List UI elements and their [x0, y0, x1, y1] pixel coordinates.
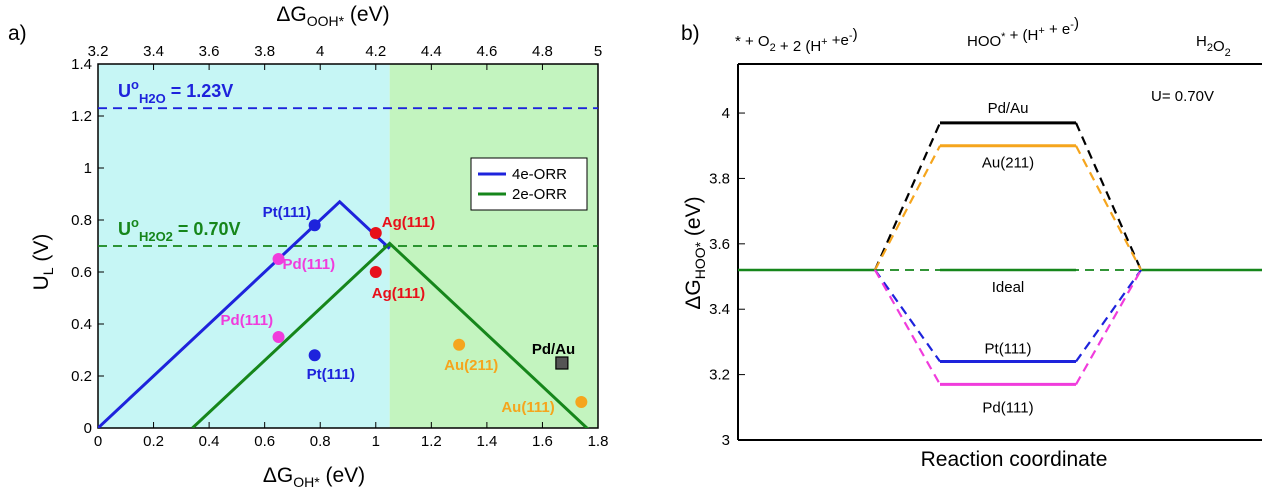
x-tick-label: 0.8: [310, 433, 331, 450]
top-tick-label: 3.2: [88, 43, 109, 60]
path-dash-out: [1075, 269, 1142, 385]
top-tick-label: 3.8: [254, 43, 275, 60]
data-point: [308, 219, 321, 232]
y-tick-label-b: 3: [722, 432, 730, 449]
x-tick-label: 1.6: [532, 433, 553, 450]
path-dash-in: [874, 269, 941, 363]
y-axis-label: UL (V): [30, 234, 56, 291]
x-axis-label-b: Reaction coordinate: [921, 448, 1108, 471]
path-dash-out: [1075, 145, 1142, 271]
y-axis-label-b: ΔGHOO* (eV): [682, 196, 708, 309]
data-point: [272, 253, 285, 265]
reference-label: UoH2O = 1.23V: [118, 77, 233, 106]
reference-label: UoH2O2 = 0.70V: [118, 215, 240, 244]
axes-frame-b: [737, 63, 1262, 441]
y-axis-ticks: 0 0.2 0.4 0.6 0.8 1 1.2 1.4: [71, 56, 104, 437]
point-label: Pt(111): [307, 366, 355, 383]
point-label: Au(111): [501, 399, 554, 416]
x-tick-label: 1.2: [421, 433, 442, 450]
y-axis-ticks-b: 3 3.2 3.4 3.6 3.8 4: [709, 105, 745, 449]
state-header: * + O2 + 2 (H+ +e-): [735, 26, 858, 55]
y-tick-label: 0.2: [71, 368, 92, 385]
path-label: Pd(111): [982, 399, 1033, 416]
state-header: H2O2: [1196, 33, 1231, 59]
panel-b-label: b): [681, 22, 700, 45]
point-label: Pt(111): [263, 204, 311, 221]
x-tick-label: 1.8: [588, 433, 609, 450]
data-point: [369, 227, 382, 239]
y-tick-label: 1.4: [71, 56, 92, 73]
y-tick-label: 0.4: [71, 316, 92, 333]
legend-box: [470, 157, 588, 211]
data-point: [575, 396, 588, 408]
top-axis-label: ΔGOOH* (eV): [276, 3, 389, 29]
point-label: Au(211): [444, 357, 498, 374]
path-label: Ideal: [992, 279, 1025, 296]
legend-entry: 4e-ORR: [512, 166, 567, 183]
path-label: Au(211): [982, 155, 1034, 172]
x-tick-label: 1.4: [476, 433, 497, 450]
path-labels: Pd/Au Au(211) Ideal Pt(111) Pd(111): [982, 100, 1034, 417]
legend-entry: 2e-ORR: [512, 186, 567, 203]
x-axis-label: ΔGOH* (eV): [263, 464, 365, 488]
data-point: [369, 266, 382, 278]
top-tick-label: 3.6: [199, 43, 220, 60]
point-label: Ag(111): [372, 285, 425, 302]
energy-paths: [738, 121, 1262, 386]
top-tick-label: 5: [594, 43, 602, 60]
data-point: [308, 349, 321, 362]
x-tick-label: 0.6: [254, 433, 275, 450]
top-tick-label: 3.4: [143, 43, 164, 60]
point-label: Ag(111): [382, 214, 435, 231]
path-dash-in: [874, 269, 941, 385]
path-label: Pt(111): [985, 341, 1032, 358]
x-axis-ticks: 0 0.2 0.4 0.6 0.8 1 1.2 1.4 1.6 1.8: [94, 422, 609, 450]
point-label: Pd(111): [283, 256, 336, 273]
top-axis-ticks: 3.2 3.4 3.6 3.8 4 4.2 4.4 4.6 4.8 5: [88, 43, 602, 70]
top-tick-label: 4.6: [476, 43, 497, 60]
y-tick-label: 1: [84, 160, 92, 177]
x-tick-label: 0.4: [199, 433, 220, 450]
top-tick-label: 4.4: [421, 43, 442, 60]
y-tick-label-b: 4: [722, 105, 730, 122]
y-tick-label-b: 3.8: [709, 170, 730, 187]
panel-a-label: a): [8, 22, 27, 45]
path-label: Pd/Au: [988, 100, 1029, 117]
data-point-square: [555, 356, 569, 370]
point-label: Pd/Au: [532, 341, 575, 358]
y-tick-label: 0: [84, 420, 92, 437]
path-dash-out: [1074, 122, 1143, 271]
x-tick-label: 0: [94, 433, 102, 450]
panel-b-chart: b) * + O2 + 2 (H+ +e-) HOO* + (H+ + e-) H2…: [681, 15, 1262, 471]
y-tick-label: 0.6: [71, 264, 92, 281]
legend: 4e-ORR 2e-ORR: [470, 157, 588, 211]
top-tick-label: 4.8: [532, 43, 553, 60]
path-dash-in: [873, 122, 942, 271]
top-tick-label: 4.2: [365, 43, 386, 60]
state-headers: * + O2 + 2 (H+ +e-) HOO* + (H+ + e-) H2O2: [735, 15, 1231, 59]
top-tick-label: 4: [316, 43, 324, 60]
data-points: Pt(111) Pt(111) Pd(111) Pd(111) Ag(111) Ag(11…: [221, 204, 588, 416]
y-tick-label-b: 3.2: [709, 367, 730, 384]
path-dash-out: [1075, 269, 1142, 363]
y-tick-label-b: 3.6: [709, 236, 730, 253]
y-tick-label-b: 3.4: [709, 301, 730, 318]
reference-lines: UoH2O = 1.23V UoH2O2 = 0.70V: [98, 77, 598, 247]
series-line-2e-ORR: [191, 241, 590, 428]
point-label: Pd(111): [221, 312, 274, 329]
y-tick-label: 0.8: [71, 212, 92, 229]
annotation-potential: U= 0.70V: [1151, 88, 1214, 105]
data-point: [453, 338, 466, 351]
data-point: [272, 331, 285, 343]
path-dash-in: [874, 145, 941, 271]
x-tick-label: 1: [372, 433, 380, 450]
x-tick-label: 0.2: [143, 433, 164, 450]
panel-a-chart: a) 0 0.2 0.4 0.6 0.8 1 1.2 1.4 1.6 1.8 3.2 3.4 3.6 3…: [8, 3, 608, 488]
state-header: HOO* + (H+ + e-): [967, 15, 1079, 50]
y-tick-label: 1.2: [71, 108, 92, 125]
